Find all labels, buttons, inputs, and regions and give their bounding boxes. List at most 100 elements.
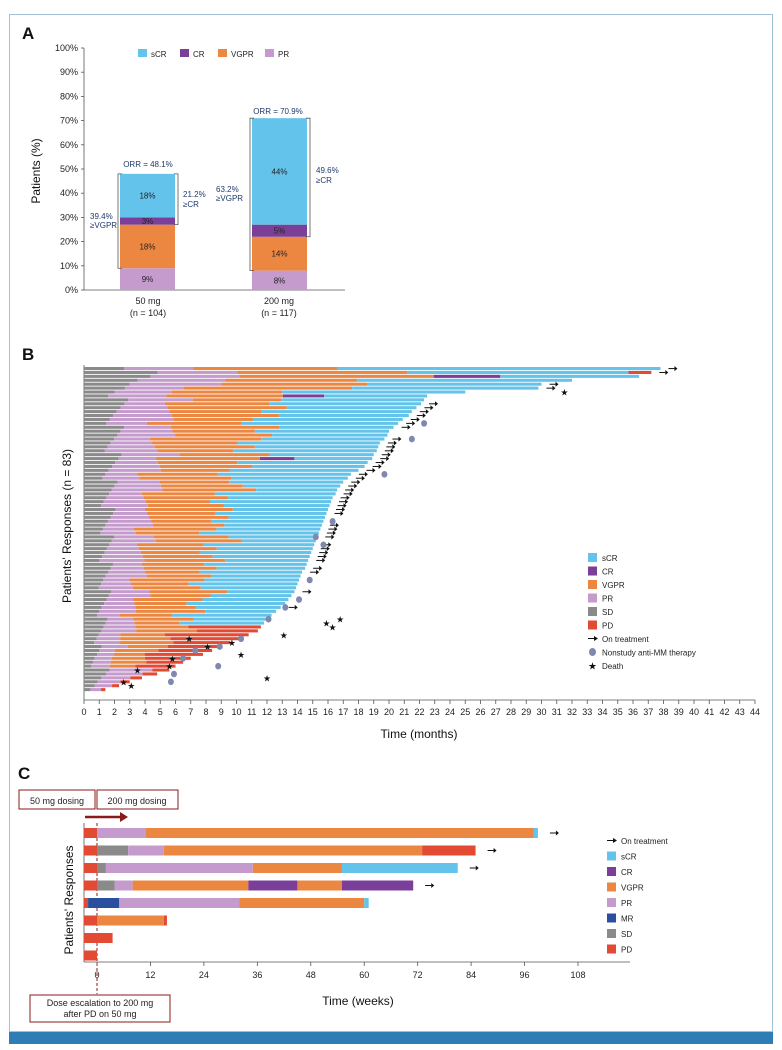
nonstudy-therapy-marker	[215, 662, 222, 670]
lane-segment-pr	[104, 449, 158, 453]
lane-segment-vgpr	[172, 429, 255, 433]
group-200mg-n: (n = 117)	[261, 308, 297, 318]
lane-segment-vgpr	[139, 476, 232, 480]
x-tick-label: 48	[306, 970, 316, 980]
lane-segment-scr	[500, 374, 640, 378]
nonstudy-therapy-marker	[408, 435, 415, 443]
lane-segment-vgpr	[145, 507, 233, 512]
lane-segment-scr	[199, 531, 319, 535]
x-tick-label: 15	[308, 707, 318, 717]
lane-segment-pr	[116, 410, 170, 414]
nonstudy-therapy-marker	[312, 533, 319, 541]
lane-segment-vgpr	[149, 590, 228, 594]
lane-segment-pd	[101, 688, 106, 692]
lane-segment-pd	[628, 370, 652, 374]
lane-segment-sd	[84, 386, 125, 390]
on-treatment-arrowhead	[334, 526, 338, 532]
panel-a-label: A	[22, 24, 34, 43]
panel-b-legend: sCR CR VGPR PR SD PD On treatment Nonstudy anti…	[588, 553, 696, 673]
lane-segment-pr	[107, 617, 134, 621]
lane-segment-pd	[422, 845, 476, 856]
lane-segment-pr	[96, 637, 121, 641]
x-tick-label: 36	[628, 707, 638, 717]
lane-segment-pd	[144, 656, 191, 660]
lane-segment-pd	[152, 668, 170, 672]
lane-segment-scr	[286, 406, 417, 410]
panel-a-y-ticks: 0% 10% 20% 30% 40% 50% 60% 70% 80% 90% 100%	[55, 43, 84, 295]
lane-segment-pr	[106, 598, 134, 602]
lane-segment-pr	[110, 441, 153, 445]
lane-segment-vgpr	[119, 613, 173, 617]
lane-segment-vgpr	[135, 609, 206, 613]
legend-circle-icon	[589, 648, 596, 656]
lane-segment-scr	[225, 558, 309, 562]
lane-segment-vgpr	[157, 449, 234, 453]
legend-label-cr: CR	[193, 50, 205, 59]
death-marker: ★	[237, 650, 245, 660]
cr-note-200mg-label: ≥CR	[316, 176, 332, 185]
lane-segment-vgpr	[138, 547, 217, 551]
lane-segment-pr	[124, 386, 184, 390]
lane-segment-pr	[97, 613, 120, 617]
lane-segment-scr	[279, 425, 394, 429]
lane-segment-scr	[237, 460, 368, 465]
panel-c-x-ticks: 0 12 24 36 48 60 72 84 96 108	[94, 962, 586, 980]
on-treatment-arrowhead	[431, 883, 435, 888]
figure-frame	[9, 14, 773, 1032]
lane-segment-pr	[114, 880, 133, 891]
x-tick-label: 43	[735, 707, 745, 717]
on-treatment-arrowhead	[323, 554, 327, 560]
lane-segment-pd	[170, 637, 242, 641]
lane-segment-vgpr	[173, 417, 253, 421]
x-tick-label: 32	[567, 707, 577, 717]
lane-segment-sd	[84, 457, 119, 461]
lane-segment-vgpr	[170, 425, 280, 429]
on-treatment-arrowhead	[555, 830, 559, 836]
lane-segment-pr	[128, 398, 193, 402]
lane-segment-vgpr	[225, 378, 358, 382]
lane-segment-pr	[90, 688, 102, 692]
lane-segment-scr	[224, 523, 322, 527]
x-tick-label: 35	[613, 707, 623, 717]
lane-segment-pr	[94, 641, 120, 645]
nonstudy-therapy-marker	[265, 615, 272, 623]
on-treatment-arrowhead	[326, 546, 330, 552]
lane-segment-vgpr	[111, 656, 145, 660]
lane-segment-pd	[83, 898, 89, 908]
lane-segment-vgpr	[120, 637, 171, 641]
lane-segment-sd	[84, 574, 106, 578]
on-treatment-arrowhead	[422, 413, 426, 419]
legend-swatch-cr	[180, 49, 189, 57]
vgpr-note-50mg-value: 39.4%	[90, 212, 113, 221]
y-tick-label: 100%	[55, 43, 78, 53]
group-50mg-label: 50 mg	[135, 296, 160, 306]
nonstudy-therapy-marker	[167, 678, 174, 686]
legend-label-nonstudy-anti-mm-therapy: Nonstudy anti-MM therapy	[602, 649, 696, 658]
x-tick-label: 28	[506, 707, 516, 717]
on-treatment-arrowhead	[364, 471, 368, 477]
bar-pr-200mg	[252, 270, 307, 290]
legend-swatch-cr	[607, 867, 616, 876]
x-tick-label: 12	[262, 707, 272, 717]
lane-segment-vgpr	[142, 554, 213, 559]
lane-segment-pr	[103, 500, 146, 504]
lane-segment-pr	[108, 468, 161, 472]
lane-segment-scr	[281, 398, 425, 402]
lane-segment-pr	[114, 535, 154, 539]
lane-segment-pr	[112, 562, 142, 566]
legend-label-pd: PD	[621, 946, 632, 955]
lane-segment-pr	[115, 460, 158, 465]
bracket	[249, 117, 254, 272]
lane-segment-scr	[196, 605, 281, 609]
legend-label-sd: SD	[602, 608, 613, 617]
lane-segment-vgpr	[134, 621, 180, 625]
x-tick-label: 29	[521, 707, 531, 717]
x-tick-label: 11	[247, 707, 256, 717]
panel-c-swimmer-lanes	[83, 828, 559, 961]
y-tick-label: 40%	[60, 188, 78, 198]
lane-segment-sd	[84, 398, 129, 402]
lane-segment-cr	[341, 880, 414, 891]
lane-segment-pr	[124, 367, 194, 371]
lane-segment-pr	[101, 645, 128, 649]
lane-segment-vgpr	[167, 406, 287, 410]
